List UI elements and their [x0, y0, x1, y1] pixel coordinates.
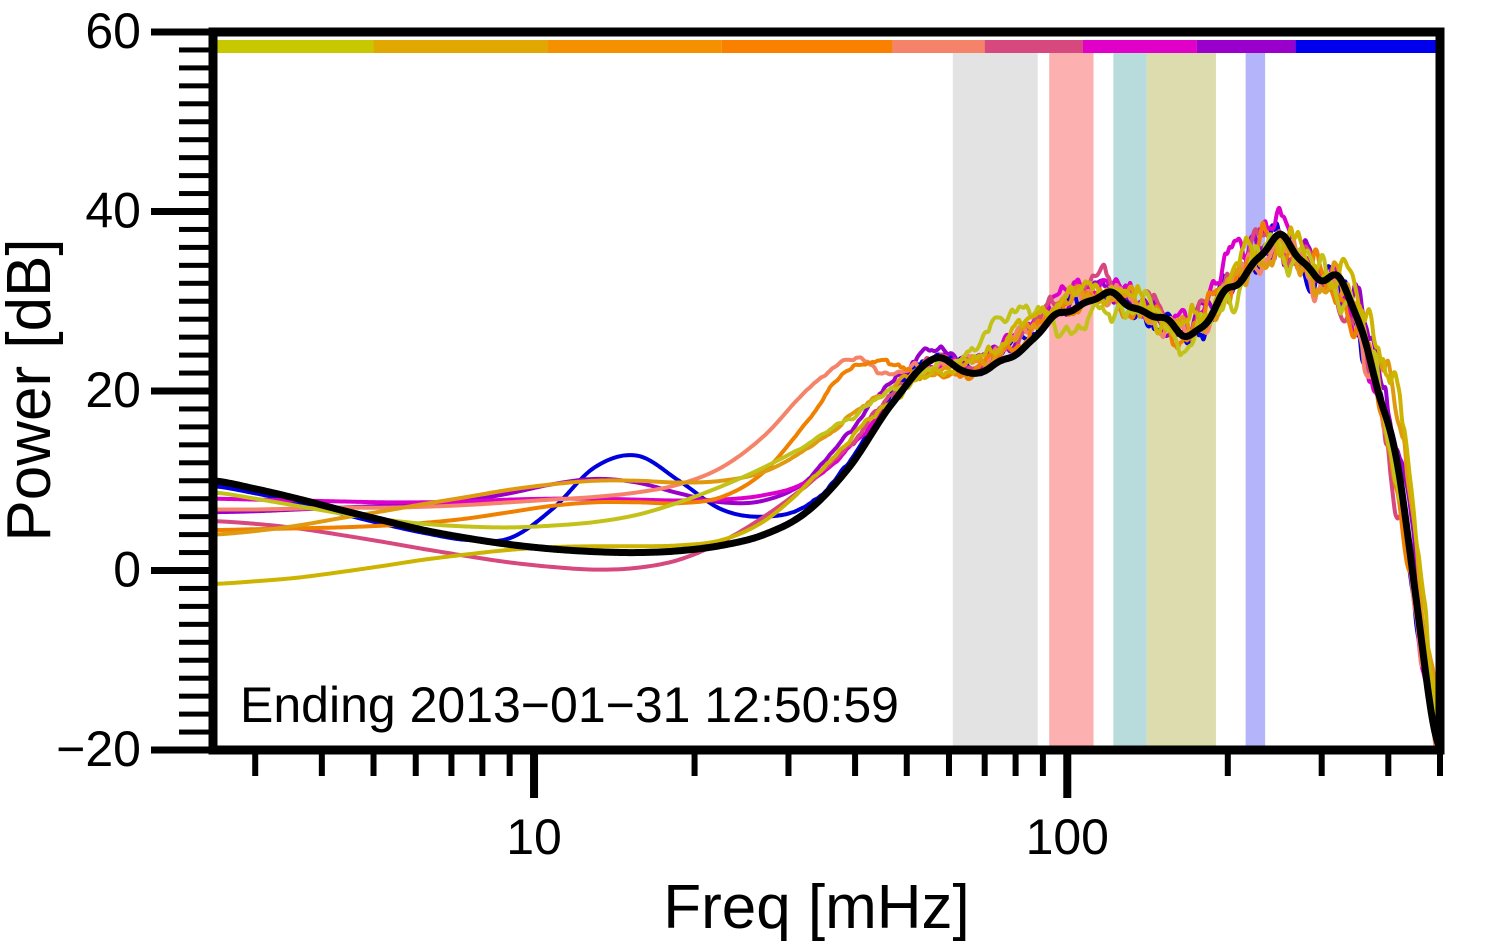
- axis-right: [1435, 27, 1445, 755]
- y-minor-ticks: [179, 29, 213, 753]
- y-tick-label: 40: [85, 183, 141, 239]
- band-lavender: [1245, 40, 1266, 750]
- color-bar-segment-8: [1295, 40, 1440, 53]
- axes: −20 0 20 40 60 10 100 Freq [mHz] Power [dB]: [0, 3, 1445, 942]
- x-axis-label: Freq [mHz]: [663, 873, 970, 942]
- top-color-bar: [213, 40, 1440, 53]
- color-bar-segment-1: [373, 40, 548, 53]
- ending-timestamp-annotation: Ending 2013−01−31 12:50:59: [240, 677, 899, 733]
- color-bar-segment-6: [1082, 40, 1197, 53]
- axis-bottom: [208, 745, 1445, 755]
- color-bar-segment-4: [892, 40, 985, 53]
- color-bar-segment-2: [547, 40, 722, 53]
- band-olive: [1146, 40, 1216, 750]
- axis-top: [208, 27, 1445, 37]
- color-bar-segment-0: [213, 40, 374, 53]
- y-tick-label: 0: [113, 542, 141, 598]
- series-trace-olive-b: [213, 225, 1440, 709]
- shaded-bands: [952, 40, 1266, 750]
- band-cyan: [1113, 40, 1147, 750]
- y-tick-label: −20: [56, 721, 141, 777]
- series-trace-olive-a: [213, 232, 1440, 750]
- series-curves: [213, 205, 1440, 750]
- series-mean: [213, 230, 1440, 750]
- y-major-ticks: −20 0 20 40 60: [56, 3, 213, 777]
- color-bar-segment-3: [721, 40, 893, 53]
- series-trace-orange-b: [213, 231, 1440, 700]
- color-bar-segment-5: [984, 40, 1083, 53]
- band-gray: [952, 40, 1038, 750]
- y-tick-label: 20: [85, 362, 141, 418]
- band-pink: [1049, 40, 1094, 750]
- x-major-ticks: 10 100: [506, 750, 1109, 865]
- x-tick-label: 100: [1026, 809, 1109, 865]
- y-axis-label: Power [dB]: [0, 238, 64, 541]
- color-bar-segment-7: [1196, 40, 1296, 53]
- y-tick-label: 60: [85, 3, 141, 59]
- x-tick-label: 10: [506, 809, 562, 865]
